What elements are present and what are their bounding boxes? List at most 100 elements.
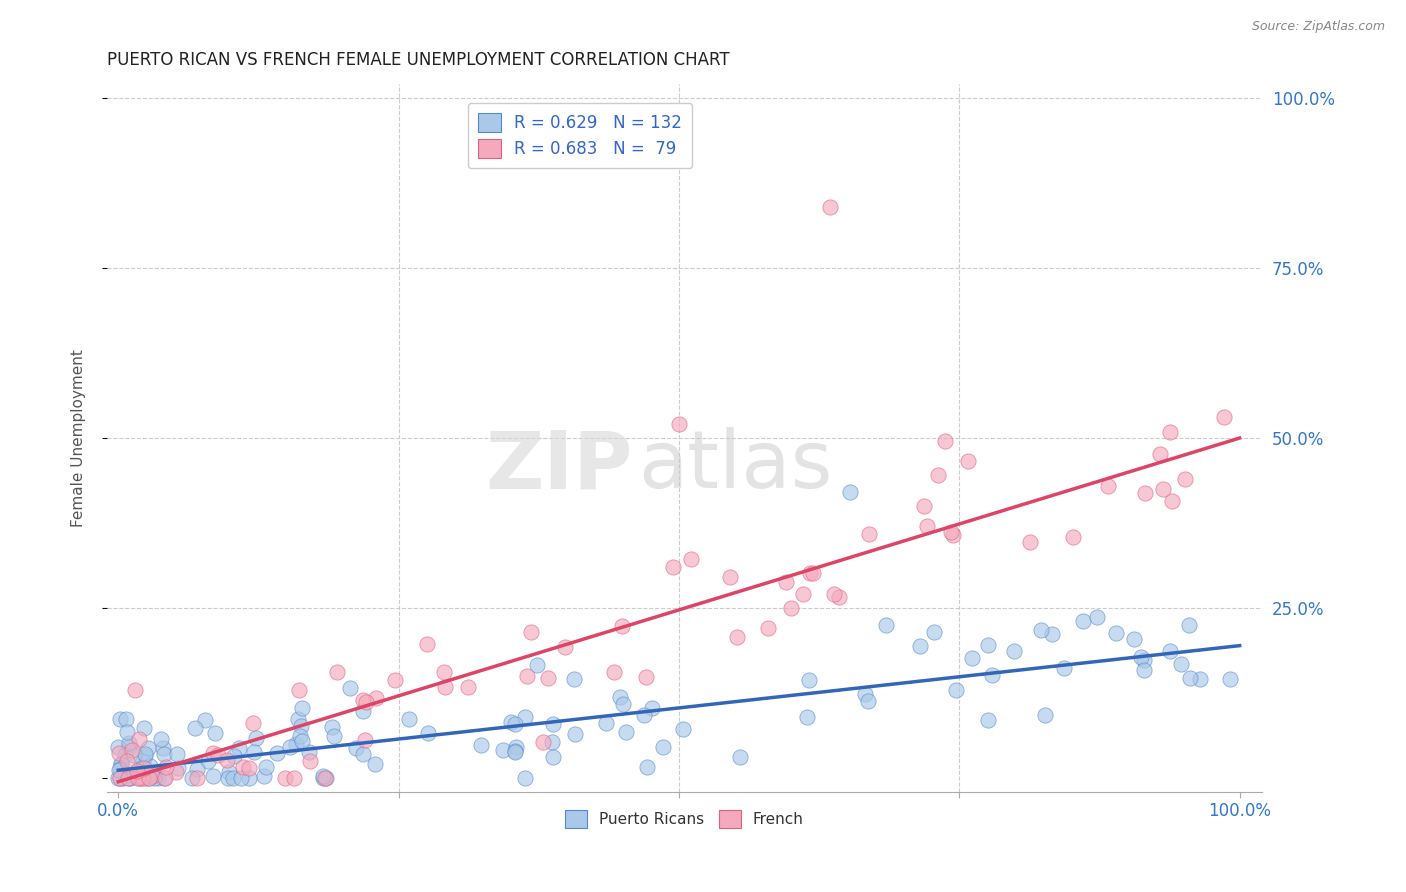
Point: [797, 673, 820, 687]
Point: [416, 637, 439, 651]
Point: [204, 726, 226, 740]
Point: [934, 434, 956, 448]
Point: [117, 740, 139, 755]
Text: atlas: atlas: [638, 427, 832, 506]
Point: [820, 200, 842, 214]
Text: PUERTO RICAN VS FRENCH FEMALE UNEMPLOYMENT CORRELATION CHART: PUERTO RICAN VS FRENCH FEMALE UNEMPLOYME…: [107, 51, 730, 69]
Point: [1053, 660, 1076, 674]
Point: [215, 754, 238, 768]
Point: [231, 772, 253, 786]
Point: [165, 765, 187, 780]
Point: [354, 733, 377, 747]
Point: [134, 772, 156, 786]
Point: [977, 638, 1000, 652]
Point: [117, 755, 139, 769]
Point: [1219, 672, 1241, 686]
Point: [1133, 486, 1156, 500]
Point: [364, 757, 387, 772]
Point: [457, 680, 479, 694]
Point: [127, 772, 149, 786]
Point: [125, 764, 148, 778]
Point: [290, 729, 312, 743]
Point: [543, 750, 565, 764]
Point: [554, 640, 576, 655]
Point: [775, 575, 797, 590]
Point: [470, 738, 492, 752]
Point: [298, 754, 321, 768]
Point: [595, 716, 617, 731]
Point: [114, 748, 136, 763]
Point: [799, 566, 821, 580]
Point: [139, 759, 162, 773]
Point: [679, 552, 702, 566]
Point: [141, 769, 163, 783]
Point: [218, 764, 240, 779]
Point: [201, 769, 224, 783]
Point: [124, 683, 146, 698]
Point: [1133, 663, 1156, 677]
Point: [314, 771, 336, 785]
Point: [143, 768, 166, 782]
Point: [344, 740, 367, 755]
Point: [1097, 479, 1119, 493]
Point: [384, 673, 406, 688]
Y-axis label: Female Unemployment: Female Unemployment: [72, 349, 86, 527]
Point: [274, 772, 297, 786]
Point: [298, 745, 321, 759]
Point: [1189, 672, 1212, 686]
Point: [633, 707, 655, 722]
Point: [828, 590, 851, 604]
Point: [284, 737, 307, 751]
Point: [197, 754, 219, 768]
Point: [339, 681, 361, 696]
Legend: Puerto Ricans, French: Puerto Ricans, French: [560, 804, 810, 834]
Text: Source: ZipAtlas.com: Source: ZipAtlas.com: [1251, 20, 1385, 33]
Point: [153, 772, 176, 786]
Point: [1159, 425, 1181, 439]
Point: [433, 665, 456, 679]
Point: [1161, 494, 1184, 508]
Point: [1085, 610, 1108, 624]
Point: [796, 709, 818, 723]
Point: [153, 772, 176, 786]
Point: [146, 772, 169, 786]
Point: [311, 769, 333, 783]
Point: [107, 746, 129, 760]
Point: [668, 417, 690, 432]
Point: [107, 763, 129, 777]
Point: [1071, 614, 1094, 628]
Point: [980, 667, 1002, 681]
Point: [1159, 644, 1181, 658]
Point: [325, 665, 347, 680]
Point: [150, 732, 173, 747]
Point: [321, 720, 343, 734]
Point: [730, 750, 752, 764]
Point: [1033, 708, 1056, 723]
Point: [541, 735, 564, 749]
Point: [503, 717, 526, 731]
Point: [612, 697, 634, 711]
Point: [291, 733, 314, 747]
Point: [614, 725, 637, 739]
Point: [288, 682, 311, 697]
Point: [283, 772, 305, 786]
Point: [908, 640, 931, 654]
Point: [110, 712, 132, 726]
Point: [718, 570, 741, 584]
Point: [111, 772, 134, 786]
Point: [915, 519, 938, 533]
Point: [520, 625, 543, 640]
Point: [526, 658, 548, 673]
Point: [134, 747, 156, 761]
Point: [287, 712, 309, 726]
Point: [110, 772, 132, 786]
Point: [243, 745, 266, 759]
Point: [856, 694, 879, 708]
Point: [222, 772, 245, 786]
Point: [927, 467, 949, 482]
Point: [516, 669, 538, 683]
Point: [1152, 483, 1174, 497]
Point: [977, 713, 1000, 727]
Point: [228, 741, 250, 756]
Point: [1213, 410, 1236, 425]
